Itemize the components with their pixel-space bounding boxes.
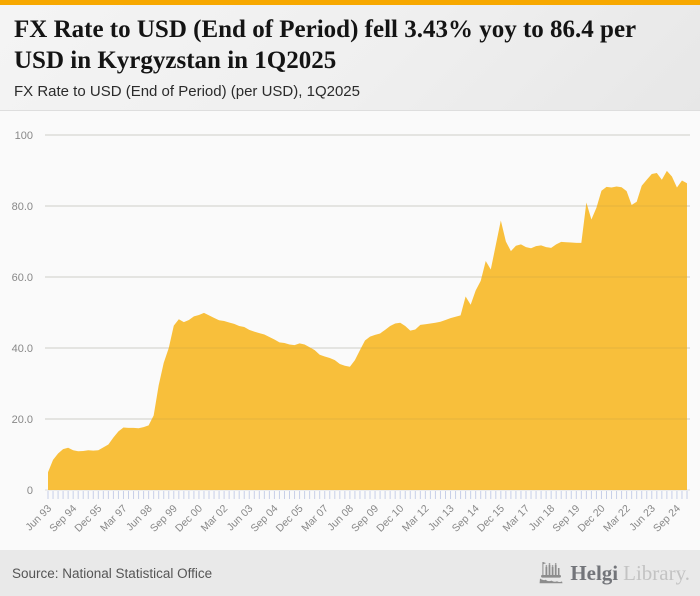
logo-text-primary: Helgi	[570, 560, 619, 585]
svg-text:Mar 02: Mar 02	[199, 503, 231, 535]
svg-text:100: 100	[15, 130, 33, 142]
svg-text:Dec 00: Dec 00	[173, 503, 205, 535]
helgi-library-logo: Helgi Library.	[539, 561, 690, 586]
chart-area: 0 20.0 40.0 60.0 80.0 100 Jun 93 Sep 94 Dec 95 Ma…	[0, 111, 700, 550]
svg-text:Mar 97: Mar 97	[98, 503, 130, 535]
svg-text:Mar 07: Mar 07	[299, 503, 331, 535]
footer: Source: National Statistical Office Helg…	[0, 550, 700, 596]
svg-text:Mar 22: Mar 22	[601, 503, 633, 535]
svg-text:20.0: 20.0	[12, 414, 33, 426]
accent-top-bar	[0, 0, 700, 5]
svg-text:Mar 12: Mar 12	[400, 503, 432, 535]
svg-text:60.0: 60.0	[12, 272, 33, 284]
svg-text:80.0: 80.0	[12, 201, 33, 213]
logo-text-secondary: Library.	[623, 560, 690, 585]
svg-text:40.0: 40.0	[12, 343, 33, 355]
svg-text:Sep 09: Sep 09	[349, 503, 381, 535]
svg-text:0: 0	[27, 485, 33, 497]
building-icon	[539, 562, 563, 584]
svg-text:Sep 19: Sep 19	[550, 503, 582, 535]
svg-text:Dec 20: Dec 20	[576, 503, 608, 535]
svg-text:Sep 99: Sep 99	[148, 503, 180, 535]
svg-text:Mar 17: Mar 17	[501, 503, 533, 535]
source-note: Source: National Statistical Office	[12, 565, 213, 581]
svg-text:Sep 24: Sep 24	[651, 503, 683, 535]
svg-text:Sep 04: Sep 04	[249, 503, 281, 535]
chart-header: FX Rate to USD (End of Period) fell 3.43…	[0, 5, 700, 111]
svg-text:Sep 14: Sep 14	[450, 503, 482, 535]
svg-text:Dec 10: Dec 10	[374, 503, 406, 535]
page-title: FX Rate to USD (End of Period) fell 3.43…	[14, 16, 636, 74]
svg-text:Dec 15: Dec 15	[475, 503, 507, 535]
chart-subtitle: FX Rate to USD (End of Period) (per USD)…	[14, 83, 360, 100]
svg-text:Dec 05: Dec 05	[274, 503, 306, 535]
svg-text:Sep 94: Sep 94	[47, 503, 79, 535]
svg-text:Dec 95: Dec 95	[72, 503, 104, 535]
